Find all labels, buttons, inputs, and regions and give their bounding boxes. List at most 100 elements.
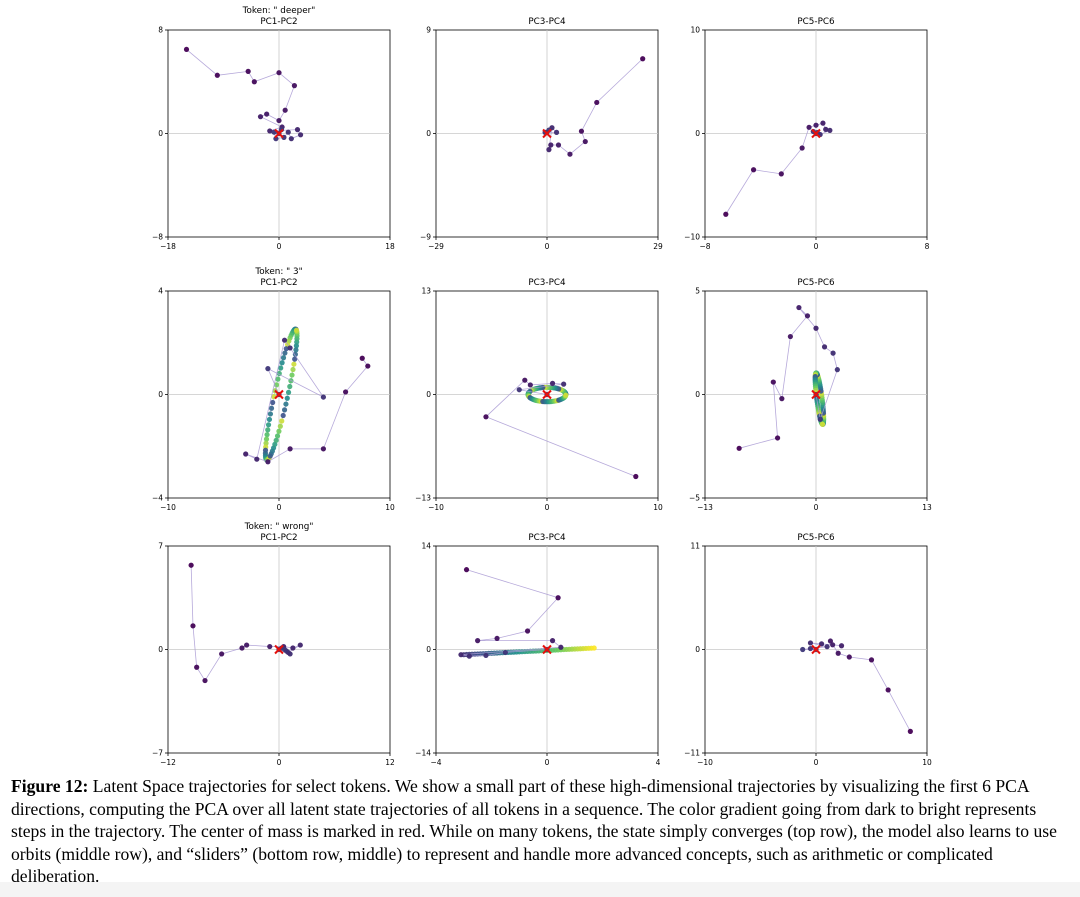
orbit-point bbox=[282, 350, 288, 356]
trajectory-point bbox=[264, 111, 270, 117]
trajectory-point bbox=[640, 56, 646, 62]
trajectory-point bbox=[818, 641, 825, 647]
orbit-point bbox=[279, 360, 285, 366]
orbit-point bbox=[270, 399, 276, 406]
orbit-point bbox=[273, 437, 279, 443]
trajectory-point bbox=[276, 117, 282, 124]
trajectory-path bbox=[802, 640, 911, 732]
trajectory-point bbox=[522, 377, 528, 383]
trajectory-point bbox=[287, 651, 293, 657]
trajectory-point bbox=[254, 456, 260, 462]
trajectory-point bbox=[830, 350, 836, 356]
chart-panel-4: −10 0 10 4 0 −4 Token: " 3"PC1-PC2 bbox=[152, 267, 395, 512]
trajectory-point bbox=[257, 114, 264, 120]
x-tick-label: 10 bbox=[653, 503, 663, 512]
trajectory-point bbox=[770, 379, 776, 385]
x-tick-label: 0 bbox=[545, 503, 550, 512]
trajectory-point bbox=[190, 623, 196, 629]
center-of-mass-marker bbox=[274, 128, 284, 139]
trajectory-point bbox=[778, 171, 784, 177]
trajectory-point bbox=[827, 127, 833, 133]
trajectory-point bbox=[806, 124, 812, 130]
orbit-point bbox=[563, 392, 569, 398]
chart-panel-7: −12 0 12 7 0 −7 Token: " wrong"PC1-PC2 bbox=[152, 522, 395, 767]
x-tick-label: 13 bbox=[922, 503, 932, 512]
orbit-point bbox=[291, 361, 297, 367]
trajectory-point bbox=[723, 211, 729, 217]
page-footer-band bbox=[0, 882, 1080, 897]
y-tick-label: 13 bbox=[421, 287, 431, 296]
trajectory-point bbox=[458, 652, 464, 658]
trajectory-point bbox=[267, 128, 273, 134]
trajectory-point bbox=[294, 127, 301, 133]
orbit-point bbox=[292, 351, 298, 357]
orbit-point bbox=[283, 401, 289, 407]
x-tick-label: −18 bbox=[160, 242, 176, 251]
trajectory-point bbox=[516, 387, 522, 393]
trajectory-point bbox=[824, 644, 830, 650]
trajectory-point bbox=[885, 687, 891, 693]
trajectory-point bbox=[239, 645, 245, 651]
orbit-point bbox=[263, 436, 270, 442]
orbit-point bbox=[290, 366, 296, 373]
trajectory-point bbox=[483, 652, 489, 659]
trajectory-point bbox=[834, 367, 840, 373]
plot-area bbox=[483, 377, 639, 480]
plot-area bbox=[542, 56, 646, 157]
y-tick-label: 11 bbox=[690, 542, 700, 551]
panel-title: PC3-PC4 bbox=[528, 278, 566, 288]
trajectory-point bbox=[796, 304, 802, 311]
trajectory-point bbox=[804, 313, 811, 319]
y-tick-label: 5 bbox=[695, 287, 700, 296]
trajectory-point bbox=[288, 136, 294, 142]
trajectory-point bbox=[578, 128, 585, 134]
trajectory-point bbox=[483, 414, 489, 420]
trajectory-point bbox=[553, 129, 560, 135]
orbit-point bbox=[275, 376, 281, 382]
x-tick-label: 12 bbox=[385, 758, 395, 767]
panel-title: PC1-PC2 bbox=[260, 278, 297, 288]
trajectory-point bbox=[297, 132, 304, 138]
trajectory-point bbox=[494, 635, 500, 642]
panel-token-label: Token: " deeper" bbox=[242, 6, 316, 16]
panel-title: PC3-PC4 bbox=[528, 533, 566, 543]
y-tick-label: 9 bbox=[426, 26, 431, 35]
plot-area bbox=[183, 46, 304, 142]
trajectory-point bbox=[799, 145, 805, 151]
y-tick-label: 0 bbox=[695, 645, 700, 654]
trajectory-point bbox=[320, 446, 326, 452]
y-tick-label: 10 bbox=[690, 26, 700, 35]
trajectory-point bbox=[750, 167, 757, 173]
trajectory-point bbox=[561, 381, 567, 387]
orbit-point bbox=[279, 418, 285, 424]
orbit-point bbox=[263, 440, 269, 446]
panel-title: PC5-PC6 bbox=[797, 17, 835, 27]
plot-area bbox=[800, 638, 913, 734]
caption-label: Figure 12: bbox=[11, 776, 89, 796]
plot-area bbox=[723, 120, 833, 217]
y-tick-label: 8 bbox=[158, 26, 163, 35]
trajectory-point bbox=[817, 416, 823, 422]
center-of-mass-marker bbox=[274, 389, 284, 400]
orbit-point bbox=[274, 433, 281, 439]
orbit-point bbox=[281, 407, 288, 413]
trajectory-point bbox=[343, 389, 349, 395]
y-tick-label: 0 bbox=[158, 645, 163, 654]
trajectory-point bbox=[813, 325, 819, 331]
trajectory-point bbox=[868, 657, 875, 663]
y-tick-label: 0 bbox=[158, 390, 163, 399]
chart-panel-5: −10 0 10 13 0 −13 PC3-PC4 bbox=[415, 278, 663, 512]
trajectory-point bbox=[820, 120, 826, 126]
trajectory-point bbox=[183, 46, 190, 53]
center-of-mass-marker bbox=[811, 128, 821, 139]
y-tick-label: 0 bbox=[426, 390, 431, 399]
y-tick-label: −9 bbox=[420, 233, 431, 242]
trajectory-point bbox=[555, 142, 562, 148]
trajectory-point bbox=[779, 396, 785, 402]
trajectory-point bbox=[276, 70, 282, 76]
x-tick-label: −13 bbox=[697, 503, 713, 512]
trajectory-point bbox=[285, 129, 291, 135]
center-of-mass-marker bbox=[811, 644, 821, 655]
center-of-mass-marker bbox=[542, 644, 552, 655]
x-tick-label: −29 bbox=[428, 242, 444, 251]
